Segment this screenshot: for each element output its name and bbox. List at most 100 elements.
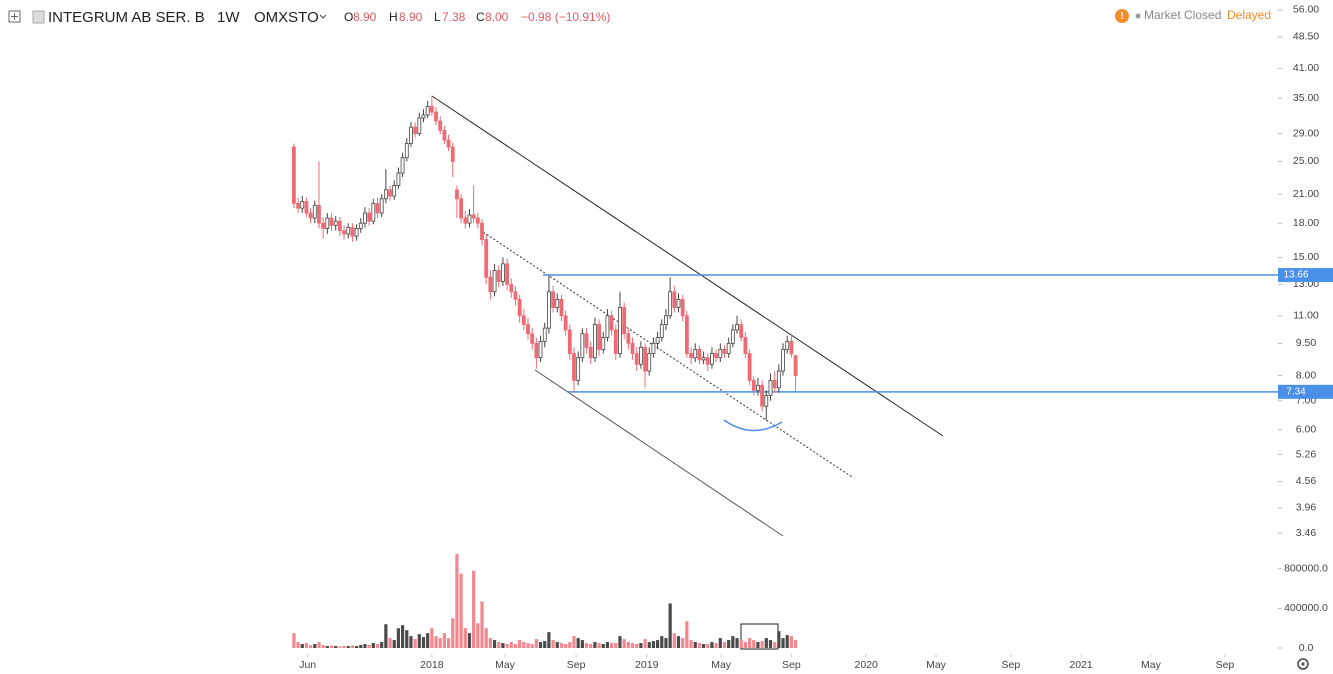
candle-body <box>492 270 497 293</box>
candle-body <box>350 227 355 237</box>
candle-body <box>425 106 430 116</box>
volume-bar <box>764 638 768 648</box>
ohlc-label: L <box>434 10 441 24</box>
candle-body <box>672 291 677 308</box>
candle-body <box>459 198 464 219</box>
volume-bar <box>522 642 526 648</box>
candle-body <box>300 201 305 209</box>
candle-body <box>793 355 798 377</box>
volume-bar <box>697 643 702 648</box>
volume-bar <box>321 645 325 648</box>
symbol-icon <box>32 10 45 24</box>
volume-bar <box>338 646 342 648</box>
ohlc-label: H <box>389 10 398 24</box>
candle-body <box>480 222 484 240</box>
volume-bar <box>430 628 434 648</box>
alert-icon[interactable] <box>1115 9 1129 23</box>
candle-body <box>388 189 392 197</box>
volume-bar <box>375 644 380 648</box>
volume-bar <box>660 636 664 648</box>
volume-bar <box>309 645 313 648</box>
candle-body <box>333 220 338 226</box>
symbol[interactable]: INTEGRUM AB SER. B <box>48 9 205 26</box>
volume-bar <box>530 644 534 648</box>
candle-body <box>622 307 627 335</box>
candle-body <box>446 139 451 148</box>
volume-bar <box>722 642 727 648</box>
y-tick-label: 35.00 <box>1293 92 1319 104</box>
volume-bar <box>455 553 459 648</box>
candle-body <box>475 217 480 224</box>
candle-body <box>689 353 693 359</box>
candle-body <box>584 333 589 348</box>
x-tick-label: 2020 <box>855 659 879 671</box>
ohlc-value: 8.90 <box>353 10 377 24</box>
volume-bar <box>656 640 660 648</box>
candle-body <box>655 337 660 344</box>
volume-bar <box>760 641 764 648</box>
candle-body <box>760 384 765 407</box>
candle-body <box>563 315 568 331</box>
candle-body <box>542 327 547 342</box>
expand-icon[interactable] <box>8 10 21 23</box>
candle-body <box>634 353 639 365</box>
volume-bar <box>593 642 597 648</box>
x-tick-label: May <box>495 659 516 671</box>
volume-bar <box>672 633 676 648</box>
ohlc-value: 8.00 <box>485 10 509 24</box>
candle-body <box>764 395 769 407</box>
y-tick-label: 29.00 <box>1293 127 1319 139</box>
dropdown-caret[interactable] <box>319 14 327 19</box>
candle-body <box>751 380 756 391</box>
volume-bar <box>564 644 568 648</box>
y-tick-label: 48.50 <box>1293 31 1319 43</box>
channel-line[interactable] <box>534 369 784 537</box>
candle-body <box>321 222 326 229</box>
candle-body <box>517 299 522 317</box>
exchange[interactable]: OMXSTO <box>254 9 319 26</box>
candle-body <box>726 342 731 354</box>
candle-body <box>597 324 601 350</box>
arc-drawing[interactable] <box>723 419 783 432</box>
volume-bar <box>681 638 685 648</box>
settings-icon[interactable] <box>1297 658 1309 670</box>
candle-body <box>714 353 719 359</box>
level-label-box <box>1278 384 1333 399</box>
status-dot <box>1135 13 1141 19</box>
volume-tick-label: 0.0 <box>1299 642 1314 654</box>
volume-bar <box>538 642 543 648</box>
volume-bar <box>438 638 442 648</box>
interval[interactable]: 1W <box>217 9 240 26</box>
ohlc-label: O <box>344 10 353 24</box>
candle-body <box>772 380 777 389</box>
volume-bar <box>630 643 635 648</box>
volume-bar <box>526 643 530 648</box>
volume-bar <box>334 646 338 648</box>
volume-bar <box>329 645 334 648</box>
volume-bar <box>467 633 472 648</box>
volume-bar <box>359 645 363 648</box>
volume-bar <box>442 633 446 648</box>
level-label-box <box>1278 268 1333 283</box>
candle-body <box>735 324 739 331</box>
volume-bar <box>576 638 580 648</box>
volume-bar <box>718 638 722 648</box>
candle-body <box>396 172 401 186</box>
candle-body <box>551 291 555 308</box>
ohlc-value: 7.38 <box>442 10 466 24</box>
volume-bar <box>346 646 350 648</box>
trend-line[interactable] <box>431 95 944 437</box>
gear[interactable] <box>1297 658 1309 670</box>
candle-body <box>626 333 631 344</box>
candle-body <box>417 117 422 134</box>
volume-tick-label: 400000.0 <box>1284 602 1328 614</box>
volume-bar <box>409 636 413 648</box>
trend-line-dotted[interactable] <box>479 229 853 478</box>
candle-body <box>455 189 459 200</box>
candle-body <box>501 263 505 282</box>
volume-bar <box>300 644 304 648</box>
volume-tick-label: 800000.0 <box>1284 563 1328 575</box>
volume-bar <box>451 618 455 648</box>
candle-body <box>768 380 773 396</box>
